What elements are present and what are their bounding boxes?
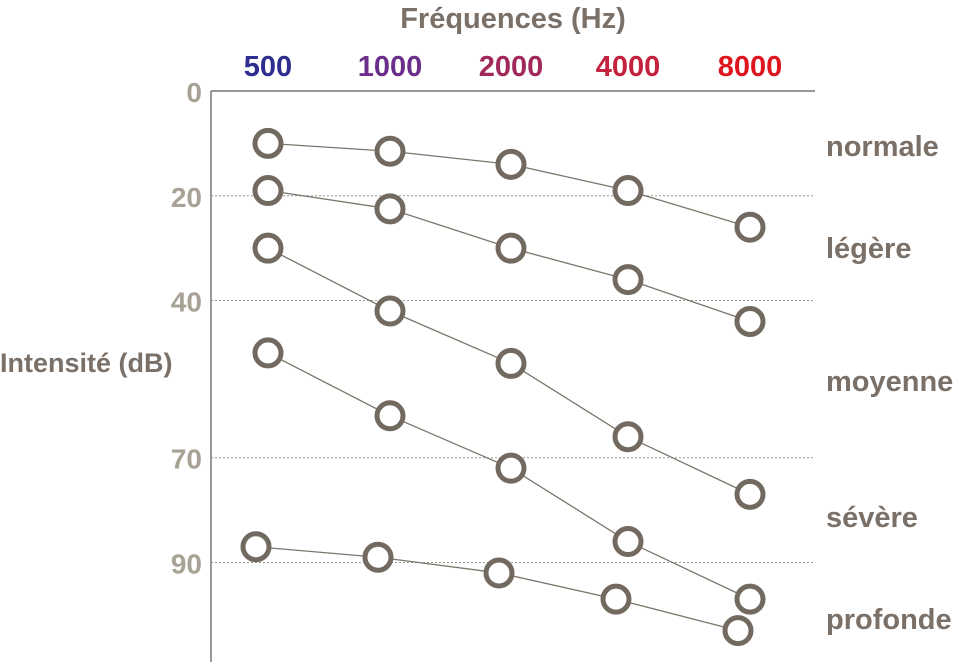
data-point-3-1 <box>374 400 406 432</box>
data-point-3-0 <box>252 337 284 369</box>
x-tick-label-4000: 4000 <box>596 51 661 83</box>
band-label-4: profonde <box>826 604 952 636</box>
band-label-3: sévère <box>826 502 918 534</box>
x-axis-title: Fréquences (Hz) <box>400 3 626 35</box>
data-point-4-2 <box>483 557 515 589</box>
data-point-4-4 <box>722 615 754 647</box>
data-point-0-2 <box>495 148 527 180</box>
data-point-1-2 <box>495 232 527 264</box>
x-tick-label-2000: 2000 <box>479 51 544 83</box>
data-point-2-0 <box>252 232 284 264</box>
y-tick-labels: 0 20 40 70 90 <box>171 77 202 579</box>
data-point-1-1 <box>374 193 406 225</box>
band-label-1: légère <box>826 233 911 265</box>
x-tick-label-1000: 1000 <box>358 51 423 83</box>
y-tick-label-90: 90 <box>171 548 202 579</box>
data-point-2-4 <box>734 478 766 510</box>
series-layer <box>240 127 766 647</box>
y-tick-label-40: 40 <box>171 287 202 318</box>
x-tick-labels: 500 1000 2000 4000 8000 <box>244 51 782 83</box>
x-tick-label-500: 500 <box>244 51 292 83</box>
data-point-0-0 <box>252 127 284 159</box>
data-point-3-4 <box>734 583 766 615</box>
x-tick-label-8000: 8000 <box>718 51 783 83</box>
data-point-3-2 <box>495 452 527 484</box>
data-point-3-3 <box>612 526 644 558</box>
data-point-0-4 <box>734 211 766 243</box>
data-point-4-0 <box>240 531 272 563</box>
band-labels: normale légère moyenne sévère profonde <box>826 131 953 636</box>
data-point-1-4 <box>734 305 766 337</box>
y-tick-label-0: 0 <box>186 77 202 108</box>
y-tick-label-70: 70 <box>171 444 202 475</box>
y-axis-title: Intensité (dB) <box>0 348 173 378</box>
band-label-2: moyenne <box>826 366 953 398</box>
data-point-4-3 <box>600 583 632 615</box>
data-point-2-1 <box>374 295 406 327</box>
band-label-0: normale <box>826 131 939 163</box>
y-tick-label-20: 20 <box>171 182 202 213</box>
data-point-2-3 <box>612 421 644 453</box>
data-point-1-3 <box>612 264 644 296</box>
data-point-2-2 <box>495 347 527 379</box>
data-point-4-1 <box>362 541 394 573</box>
axis-layer <box>210 90 815 662</box>
data-point-1-0 <box>252 175 284 207</box>
data-point-0-3 <box>612 175 644 207</box>
data-point-0-1 <box>374 135 406 167</box>
